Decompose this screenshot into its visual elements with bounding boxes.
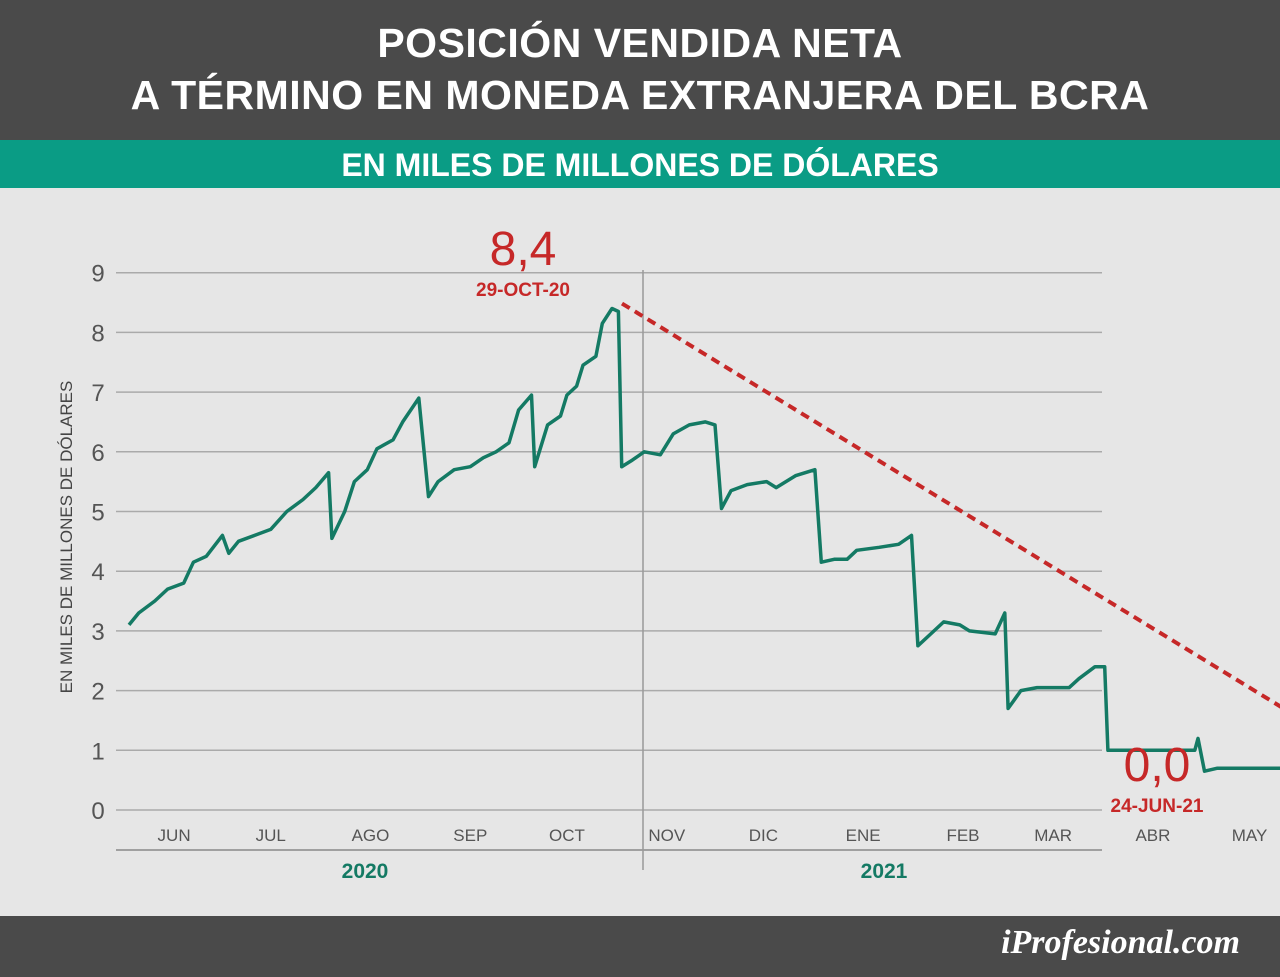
- end-value-label: 0,0: [1124, 739, 1191, 792]
- y-axis-ticks: 0 1 2 3 4 5 6 7 8 9: [91, 261, 104, 825]
- y-tick-label: 1: [91, 738, 104, 765]
- y-tick-label: 6: [91, 440, 104, 467]
- chart-subtitle: EN MILES DE MILLONES DE DÓLARES: [0, 140, 1280, 188]
- x-tick-label: AGO: [352, 826, 390, 845]
- y-tick-label: 4: [91, 559, 104, 586]
- x-tick-label: SEP: [453, 826, 487, 845]
- chart-area: 0 1 2 3 4 5 6 7 8 9 EN MILES DE MILLONES DE DÓLAR…: [0, 188, 1280, 918]
- x-tick-label: JUN: [158, 826, 191, 845]
- footer-bar: iProfesional.com: [0, 916, 1280, 977]
- brand-logo: iProfesional.com: [1001, 924, 1240, 961]
- year-label-2021: 2021: [861, 860, 908, 883]
- y-tick-label: 8: [91, 320, 104, 347]
- y-tick-label: 0: [91, 798, 104, 825]
- y-tick-label: 3: [91, 619, 104, 646]
- x-tick-label: MAY: [1232, 826, 1268, 845]
- chart-title-line2: A TÉRMINO EN MONEDA EXTRANJERA DEL BCRA: [130, 72, 1150, 118]
- x-tick-label: ABR: [1135, 826, 1170, 845]
- y-axis-label: EN MILES DE MILLONES DE DÓLARES: [57, 381, 76, 694]
- grid-lines: [116, 271, 1102, 811]
- x-tick-label: NOV: [648, 826, 686, 845]
- y-tick-label: 7: [91, 380, 104, 407]
- x-tick-label: MAR: [1034, 826, 1072, 845]
- series-line: [127, 306, 1280, 773]
- y-tick-label: 5: [91, 500, 104, 527]
- x-tick-label: OCT: [549, 826, 585, 845]
- title-banner: POSICIÓN VENDIDA NETA A TÉRMINO EN MONED…: [0, 0, 1280, 140]
- x-tick-label: JUL: [256, 826, 286, 845]
- trend-arrow: [620, 301, 1280, 709]
- peak-value-label: 8,4: [490, 223, 557, 276]
- x-tick-label: FEB: [946, 826, 979, 845]
- line-chart: 0 1 2 3 4 5 6 7 8 9 EN MILES DE MILLONES DE DÓLAR…: [57, 223, 1280, 883]
- x-axis-ticks: JUNJULAGOSEPOCTNOVDICENEFEBMARABRMAYJUN: [158, 826, 1268, 845]
- chart-title-line1: POSICIÓN VENDIDA NETA: [377, 20, 903, 66]
- x-tick-label: ENE: [846, 826, 881, 845]
- end-date-label: 24-JUN-21: [1111, 796, 1204, 817]
- x-tick-label: DIC: [749, 826, 778, 845]
- peak-date-label: 29-OCT-20: [476, 280, 570, 301]
- y-tick-label: 9: [91, 261, 104, 288]
- y-tick-label: 2: [91, 679, 104, 706]
- year-label-2020: 2020: [342, 860, 389, 883]
